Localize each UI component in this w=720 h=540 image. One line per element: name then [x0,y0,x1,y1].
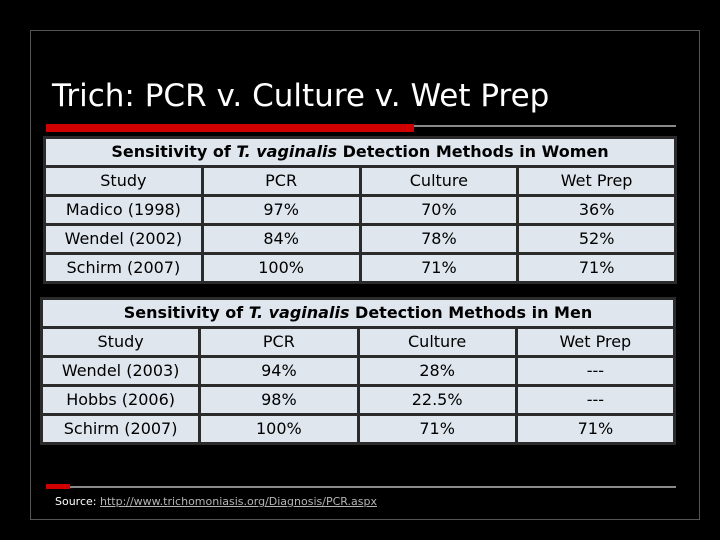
table-header-row: Study PCR Culture Wet Prep [43,329,673,355]
footer-rule [46,486,676,488]
cell-culture: 78% [361,226,517,252]
cell-pcr: 84% [203,226,359,252]
title-accent-bar [46,124,414,132]
table-title-pre: Sensitivity of [123,303,249,322]
table-row: Wendel (2002) 84% 78% 52% [46,226,674,252]
cell-culture: 70% [361,197,517,223]
column-header-study: Study [46,168,201,194]
column-header-wet-prep: Wet Prep [517,329,673,355]
cell-pcr: 94% [201,358,357,384]
slide-frame [30,30,700,520]
column-header-pcr: PCR [201,329,357,355]
cell-wet-prep: 71% [519,255,674,281]
column-header-culture: Culture [361,168,517,194]
column-header-wet-prep: Wet Prep [519,168,674,194]
column-header-study: Study [43,329,199,355]
table-title-row: Sensitivity of T. vaginalis Detection Me… [43,300,673,326]
table-title-post: Detection Methods in Men [349,303,593,322]
footer-accent-bar [46,484,70,489]
cell-study: Hobbs (2006) [43,387,199,413]
cell-wet-prep: 71% [517,416,673,442]
source-citation: Source: http://www.trichomoniasis.org/Di… [55,495,377,508]
table-title-row: Sensitivity of T. vaginalis Detection Me… [46,139,674,165]
cell-pcr: 97% [203,197,359,223]
cell-study: Wendel (2002) [46,226,201,252]
cell-study: Schirm (2007) [46,255,201,281]
table-title-post: Detection Methods in Women [337,142,609,161]
column-header-culture: Culture [359,329,515,355]
men-sensitivity-table: Sensitivity of T. vaginalis Detection Me… [40,297,676,445]
table-title: Sensitivity of T. vaginalis Detection Me… [43,300,673,326]
table-title-species: T. vaginalis [248,303,350,322]
table-row: Madico (1998) 97% 70% 36% [46,197,674,223]
source-link[interactable]: http://www.trichomoniasis.org/Diagnosis/… [99,495,377,508]
table-header-row: Study PCR Culture Wet Prep [46,168,674,194]
slide-title: Trich: PCR v. Culture v. Wet Prep [52,78,550,114]
cell-pcr: 100% [201,416,357,442]
table-title-pre: Sensitivity of [111,142,237,161]
cell-wet-prep: 52% [519,226,674,252]
cell-pcr: 100% [203,255,359,281]
cell-pcr: 98% [201,387,357,413]
cell-culture: 71% [359,416,515,442]
cell-study: Wendel (2003) [43,358,199,384]
cell-culture: 22.5% [359,387,515,413]
table-row: Wendel (2003) 94% 28% --- [43,358,673,384]
table-row: Schirm (2007) 100% 71% 71% [46,255,674,281]
table-title: Sensitivity of T. vaginalis Detection Me… [46,139,674,165]
column-header-pcr: PCR [203,168,359,194]
cell-culture: 71% [361,255,517,281]
source-label: Source: [55,495,100,508]
cell-wet-prep: --- [517,358,673,384]
cell-culture: 28% [359,358,515,384]
cell-wet-prep: 36% [519,197,674,223]
women-sensitivity-table: Sensitivity of T. vaginalis Detection Me… [43,136,677,284]
table-row: Hobbs (2006) 98% 22.5% --- [43,387,673,413]
cell-wet-prep: --- [517,387,673,413]
cell-study: Schirm (2007) [43,416,199,442]
table-title-species: T. vaginalis [236,142,338,161]
cell-study: Madico (1998) [46,197,201,223]
table-row: Schirm (2007) 100% 71% 71% [43,416,673,442]
